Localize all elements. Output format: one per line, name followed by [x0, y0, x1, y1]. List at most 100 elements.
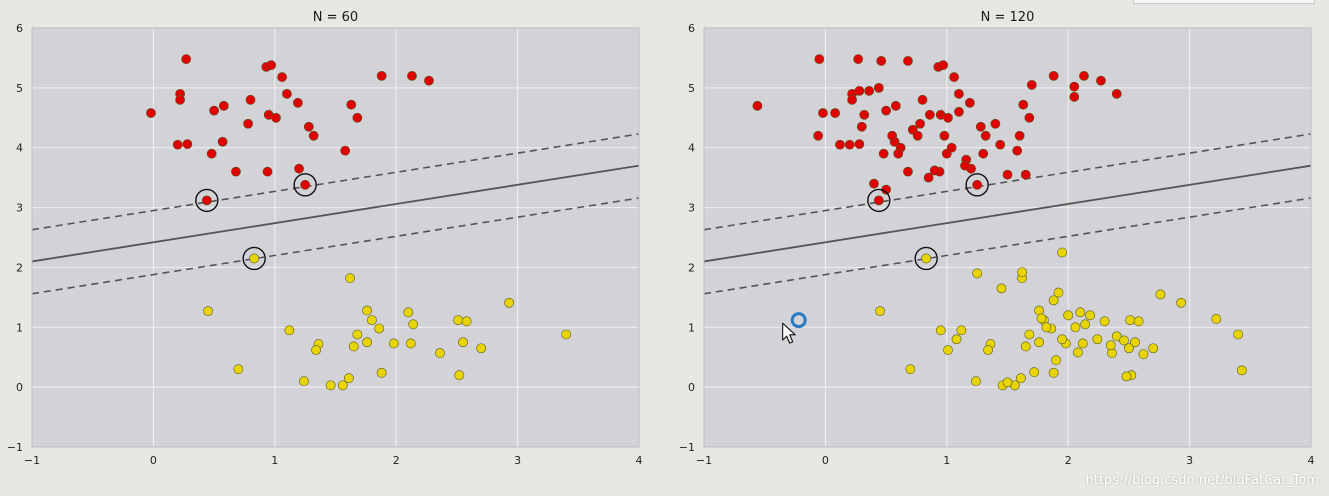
scatter-point-top	[181, 54, 192, 65]
scatter-point-top	[995, 139, 1006, 150]
scatter-point-bottom	[1063, 310, 1074, 321]
scatter-point-bottom	[1080, 319, 1091, 330]
scatter-point-top	[303, 121, 314, 132]
scatter-point-top	[376, 70, 387, 81]
x-tick-label: 1	[943, 454, 950, 467]
y-tick-label: 3	[688, 202, 695, 215]
scatter-point-top	[878, 148, 889, 159]
scatter-point-bottom	[408, 319, 419, 330]
scatter-point-top	[245, 94, 256, 105]
scatter-point-top	[960, 160, 970, 171]
scatter-point-top	[1018, 99, 1029, 110]
scatter-point-top	[990, 118, 1001, 129]
plot-title: N = 60	[313, 10, 358, 25]
scatter-point-bottom	[972, 268, 983, 279]
scatter-point-bottom	[875, 306, 885, 317]
scatter-point-top	[946, 142, 957, 153]
x-tick-label: 4	[1308, 454, 1315, 467]
margin-line	[32, 197, 639, 295]
y-tick-label: 0	[16, 381, 23, 394]
scatter-point-top	[949, 72, 959, 82]
y-tick-label: 6	[16, 22, 23, 35]
scatter-point-bottom	[1075, 307, 1086, 318]
scatter-point-bottom	[1029, 367, 1040, 378]
scatter-point-bottom	[1024, 329, 1035, 340]
scatter-point-top	[1014, 130, 1025, 141]
scatter-point-top	[340, 145, 351, 156]
scatter-point-top	[873, 82, 884, 93]
scatter-point-bottom	[233, 364, 244, 375]
scatter-point-top	[818, 108, 828, 118]
support-vector-ring	[293, 173, 317, 197]
plot-area	[32, 28, 639, 447]
y-tick-label: 1	[16, 321, 23, 334]
scatter-point-bottom	[1105, 340, 1116, 351]
scatter-point-top	[308, 130, 319, 141]
scatter-point-top	[813, 130, 824, 141]
scatter-point-bottom	[1077, 338, 1088, 349]
scatter-point-top	[752, 100, 763, 111]
scatter-point-bottom	[983, 345, 993, 355]
scatter-point-top	[814, 54, 825, 65]
scatter-point-top	[182, 139, 193, 150]
plot-title: N = 120	[981, 10, 1035, 25]
scatter-point-top	[893, 148, 904, 159]
scatter-point-bottom	[374, 323, 385, 334]
scatter-point-top	[346, 99, 357, 110]
scatter-point-bottom	[249, 253, 260, 264]
x-tick-label: 3	[1186, 454, 1193, 467]
y-tick-label: 2	[16, 261, 23, 274]
mouse-cursor-icon	[782, 312, 807, 344]
scatter-point-top	[146, 108, 156, 118]
scatter-point-bottom	[1020, 341, 1031, 352]
scatter-point-bottom	[405, 338, 416, 349]
scatter-point-bottom	[325, 380, 336, 391]
scatter-point-top	[903, 56, 913, 66]
x-tick-label: 3	[514, 454, 521, 467]
scatter-point-top	[206, 148, 217, 159]
scatter-point-bottom	[362, 305, 372, 316]
y-tick-label: 6	[688, 22, 695, 35]
y-tick-label: 5	[688, 82, 695, 95]
plot-panel-n60: N = 60 −1 0 1 2 3 4 −1 0 1 2 3 4 5 6	[7, 10, 643, 467]
cursor-highlight-ring	[790, 312, 807, 329]
scatter-point-bottom	[284, 325, 295, 336]
scatter-point-top	[856, 121, 867, 132]
scatter-point-bottom	[1236, 365, 1247, 376]
scatter-point-bottom	[1092, 334, 1103, 345]
scatter-point-top	[266, 60, 277, 71]
x-tick-label: 0	[822, 454, 829, 467]
scatter-point-bottom	[905, 364, 916, 375]
scatter-point-top	[853, 54, 864, 65]
support-vector-ring	[965, 173, 989, 197]
scatter-point-top	[939, 130, 950, 141]
scatter-point-top	[938, 60, 949, 71]
scatter-point-bottom	[1073, 347, 1083, 358]
scatter-point-top	[887, 130, 898, 141]
scatter-point-bottom	[1130, 337, 1140, 348]
scatter-point-top	[217, 136, 228, 147]
scatter-point-bottom	[1048, 367, 1059, 378]
scatter-point-top	[975, 121, 986, 132]
scatter-point-bottom	[1119, 335, 1129, 346]
x-tick-label: 1	[271, 454, 278, 467]
axes-frame	[31, 27, 640, 448]
scatter-point-top	[1026, 79, 1037, 90]
scatter-point-bottom	[1015, 373, 1026, 384]
scatter-point-top	[231, 166, 241, 177]
scatter-point-top	[830, 108, 841, 118]
scatter-point-bottom	[1155, 289, 1166, 300]
scatter-point-bottom	[367, 315, 377, 326]
scatter-point-top	[292, 97, 303, 108]
scatter-point-bottom	[1070, 322, 1081, 333]
scatter-point-bottom	[299, 376, 309, 387]
x-tick-label: 4	[636, 454, 643, 467]
y-tick-label: 5	[16, 82, 23, 95]
scatter-point-bottom	[1138, 349, 1149, 360]
y-tick-label: 0	[688, 381, 695, 394]
scatter-point-bottom	[561, 329, 572, 340]
x-tick-label: −1	[696, 454, 712, 467]
scatter-point-top	[890, 100, 901, 111]
support-vector-ring	[195, 188, 219, 213]
scatter-point-bottom	[1002, 377, 1013, 388]
